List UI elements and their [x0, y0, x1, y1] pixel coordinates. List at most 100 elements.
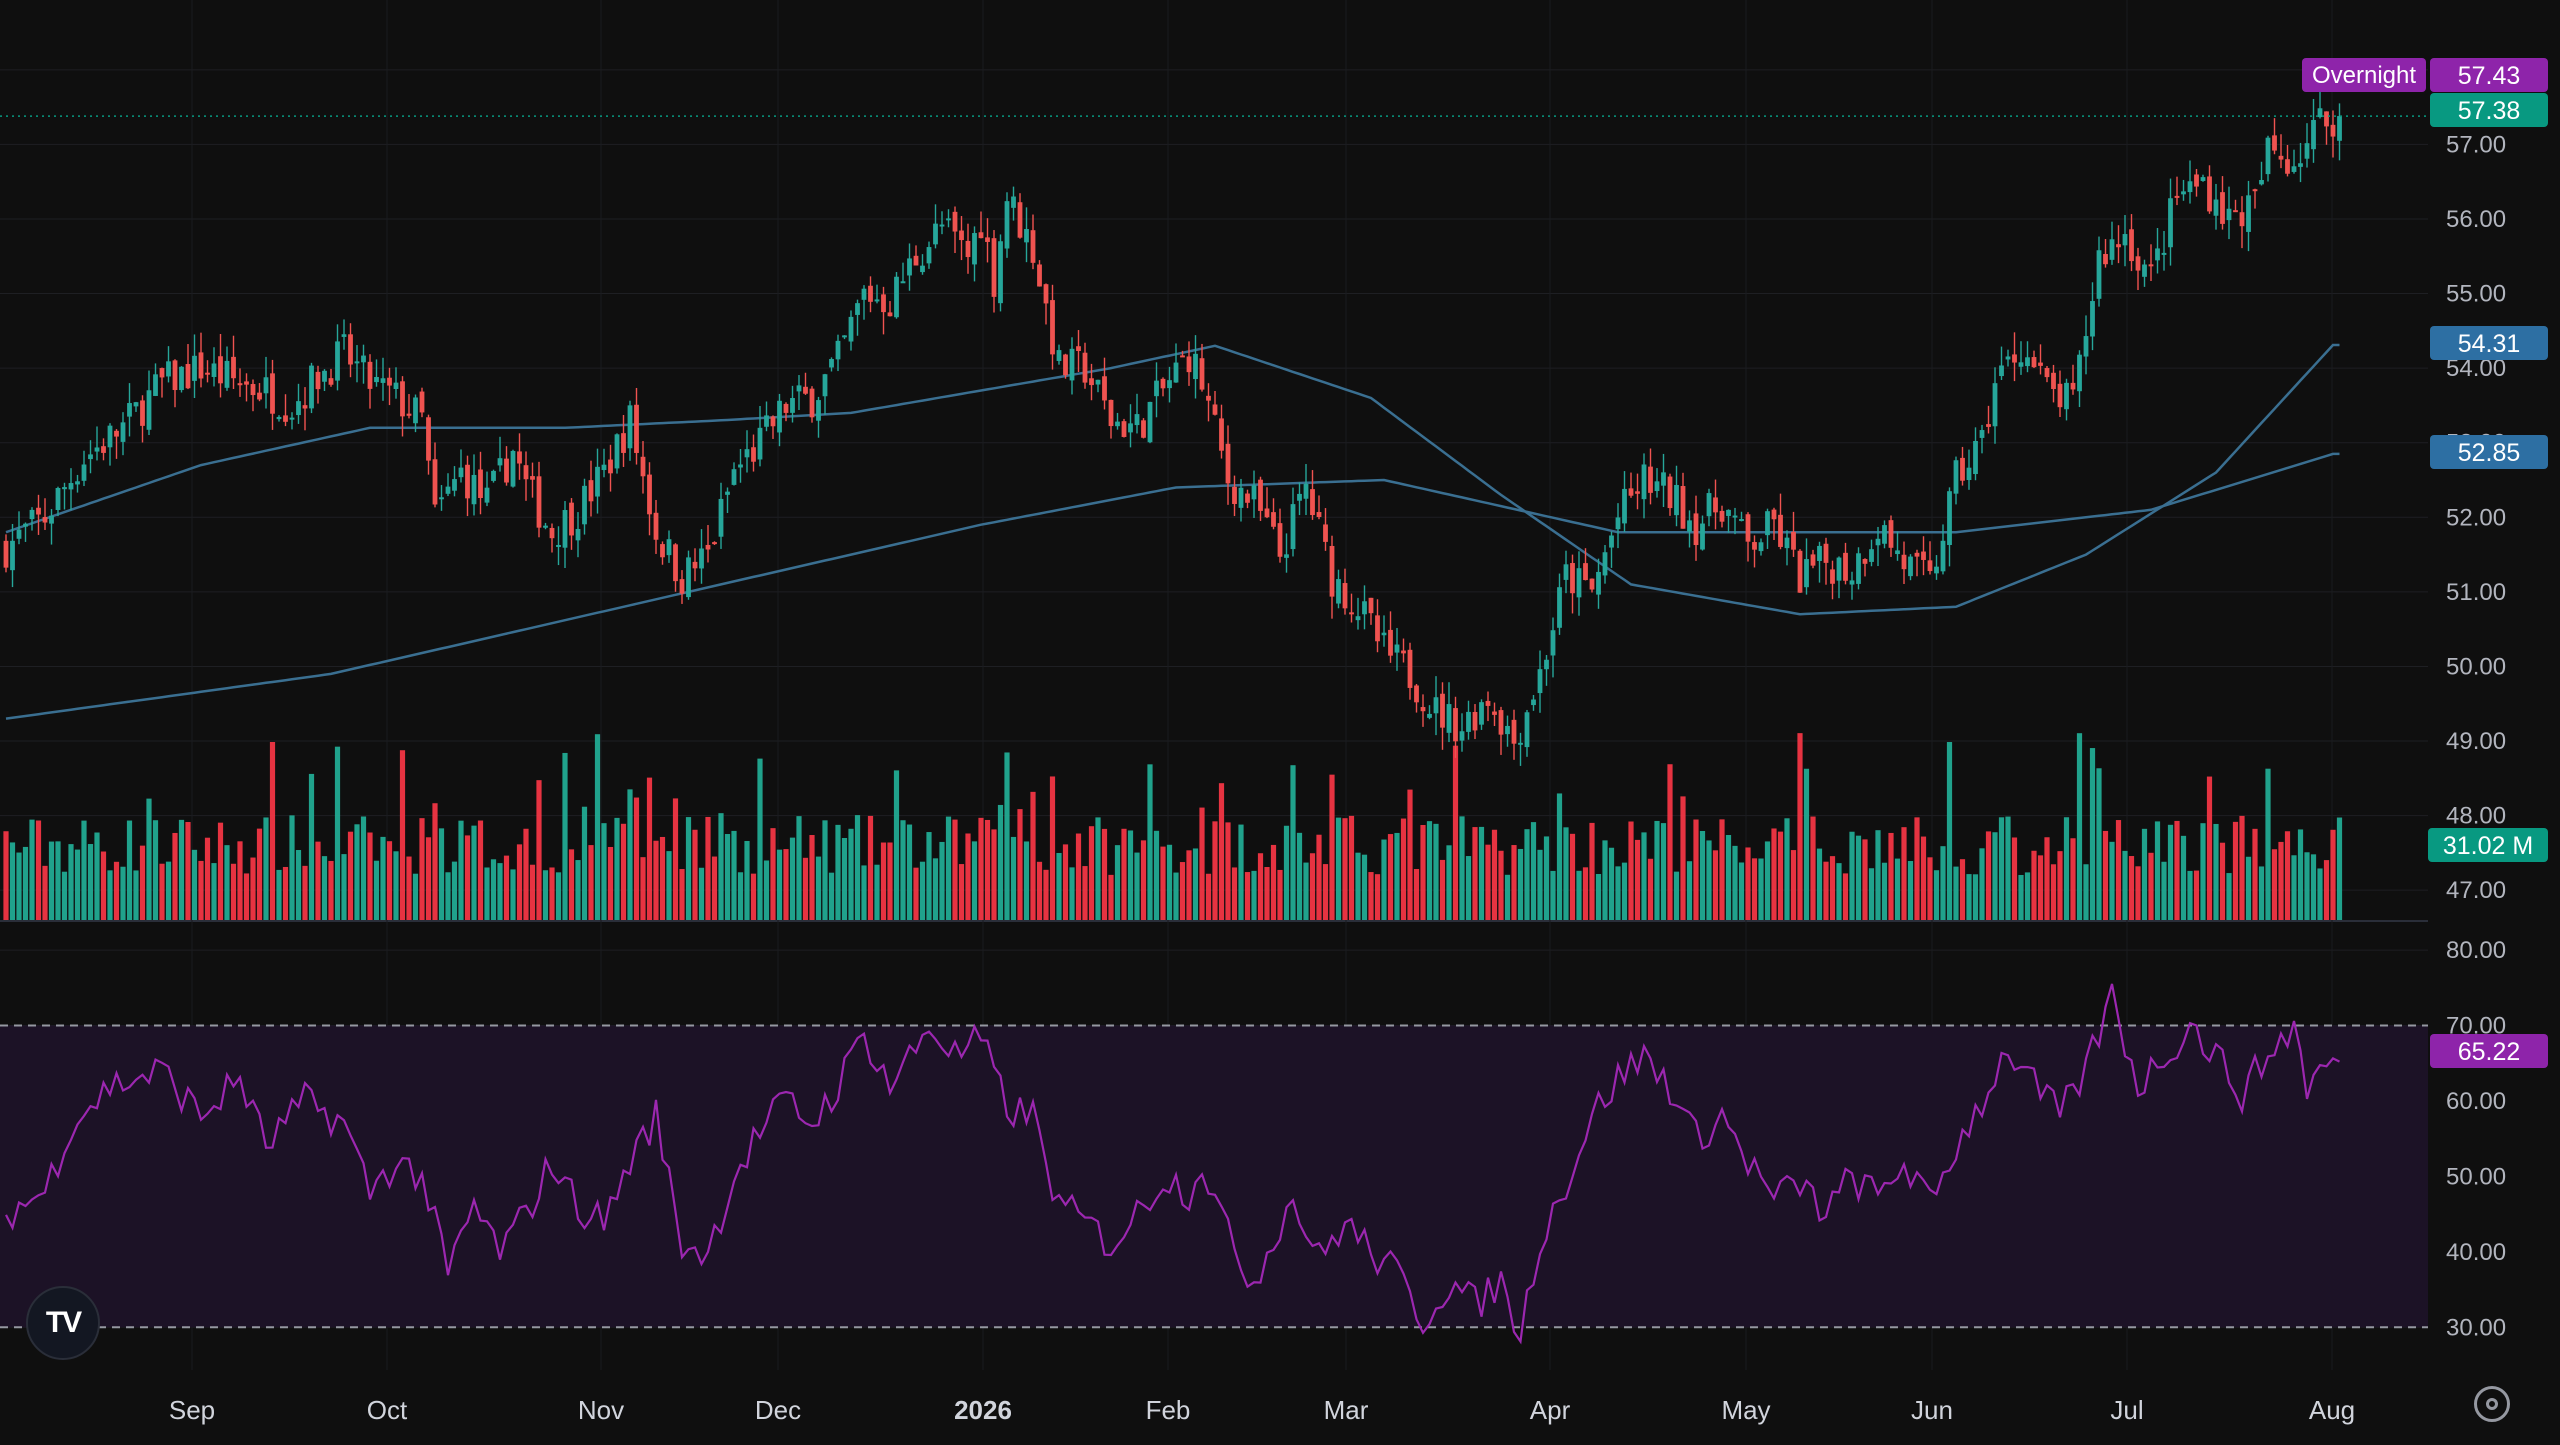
candle-body — [510, 450, 516, 487]
volume-bar — [750, 873, 757, 920]
candle-body — [146, 390, 152, 430]
volume-bar — [1725, 835, 1732, 920]
volume-bar — [718, 813, 724, 920]
volume-bar — [321, 856, 328, 920]
candle-body — [1271, 512, 1276, 527]
candle-body — [276, 416, 282, 420]
volume-bar — [809, 835, 815, 920]
candle-body — [1446, 704, 1452, 733]
volume-bar — [1264, 867, 1270, 920]
volume-bar — [1595, 874, 1602, 920]
candle-body — [1479, 702, 1484, 725]
candle-body — [36, 507, 41, 515]
candle-body — [491, 470, 496, 481]
volume-bar — [1959, 859, 1966, 920]
candle-body — [439, 497, 444, 500]
volume-bar — [1322, 864, 1329, 920]
candle-body — [790, 398, 795, 413]
candle-body — [2200, 177, 2206, 181]
volume-bar — [1231, 867, 1238, 920]
volume-bar — [1316, 834, 1322, 920]
candle-body — [2213, 199, 2219, 216]
volume-bar — [2128, 856, 2135, 920]
volume-bar — [2018, 874, 2024, 920]
candle-body — [2044, 368, 2050, 378]
volume-bar — [217, 822, 224, 920]
candle-body — [166, 361, 171, 377]
gear-icon[interactable] — [2474, 1386, 2510, 1422]
candle-body — [1128, 423, 1133, 433]
candle-body — [1141, 420, 1146, 438]
volume-bar — [1426, 821, 1433, 920]
candle-body — [1056, 350, 1062, 361]
volume-bar — [165, 861, 172, 920]
candle-body — [1368, 597, 1374, 614]
volume-bar — [1381, 839, 1387, 920]
candle-body — [1290, 504, 1296, 550]
candle-body — [595, 466, 600, 497]
candle-body — [1440, 693, 1445, 728]
candle-body — [1186, 356, 1192, 373]
ma-fast-line — [5, 343, 2340, 616]
volume-bar — [48, 841, 55, 920]
volume-bar — [126, 820, 133, 920]
volume-bar — [1205, 873, 1212, 920]
candle-body — [452, 479, 457, 491]
volume-bar — [1478, 826, 1485, 920]
tradingview-logo[interactable]: TV — [26, 1286, 100, 1360]
candle-body — [861, 288, 867, 300]
candle-body — [1193, 353, 1198, 380]
candle-body — [2174, 195, 2180, 198]
candle-body — [842, 335, 847, 338]
candle-body — [335, 341, 340, 381]
volume-bar — [1933, 870, 1940, 920]
rsi-band — [0, 1025, 2428, 1328]
volume-bar — [1901, 827, 1907, 920]
volume-bar — [178, 819, 185, 920]
volume-bar — [549, 867, 555, 920]
volume-bar — [1654, 820, 1660, 920]
volume-bar — [1719, 819, 1725, 920]
candle-body — [1966, 467, 1972, 481]
volume-bar — [1108, 874, 1114, 920]
volume-bar — [2037, 855, 2044, 920]
candle-body — [309, 365, 314, 409]
candle-body — [2311, 120, 2316, 150]
volume-bar — [575, 860, 581, 920]
candle-body — [283, 415, 288, 422]
volume-bar — [133, 870, 139, 920]
volume-bar — [542, 870, 549, 920]
ma-fast-label-bg — [2430, 326, 2548, 360]
candle-body — [1674, 484, 1679, 516]
candle-body — [2090, 301, 2095, 337]
candle-body — [1583, 563, 1588, 581]
volume-bar — [295, 850, 302, 920]
candle-body — [998, 241, 1003, 304]
candle-body — [1225, 443, 1231, 484]
candle-body — [1498, 710, 1504, 735]
volume-bar — [1985, 831, 1992, 920]
volume-bar — [945, 816, 952, 920]
candle-body — [1628, 488, 1634, 496]
volume-bar — [1589, 822, 1595, 920]
candle-body — [2155, 248, 2160, 261]
candle-body — [1284, 554, 1289, 558]
volume-bar — [1927, 857, 1933, 920]
volume-bar — [1459, 816, 1465, 920]
candle-body — [965, 240, 971, 258]
volume-bar — [1394, 832, 1400, 920]
candle-body — [2122, 234, 2128, 246]
volume-bar — [1303, 862, 1309, 920]
volume-bar — [770, 828, 776, 920]
volume-bar — [458, 820, 464, 920]
candle-body — [601, 464, 607, 471]
candle-body — [738, 464, 743, 468]
volume-bar — [367, 832, 373, 920]
volume-bar — [107, 870, 113, 920]
volume-bar — [1030, 791, 1036, 920]
volume-bar — [1244, 872, 1251, 920]
candle-body — [1960, 457, 1965, 481]
volume-bar — [724, 834, 731, 920]
